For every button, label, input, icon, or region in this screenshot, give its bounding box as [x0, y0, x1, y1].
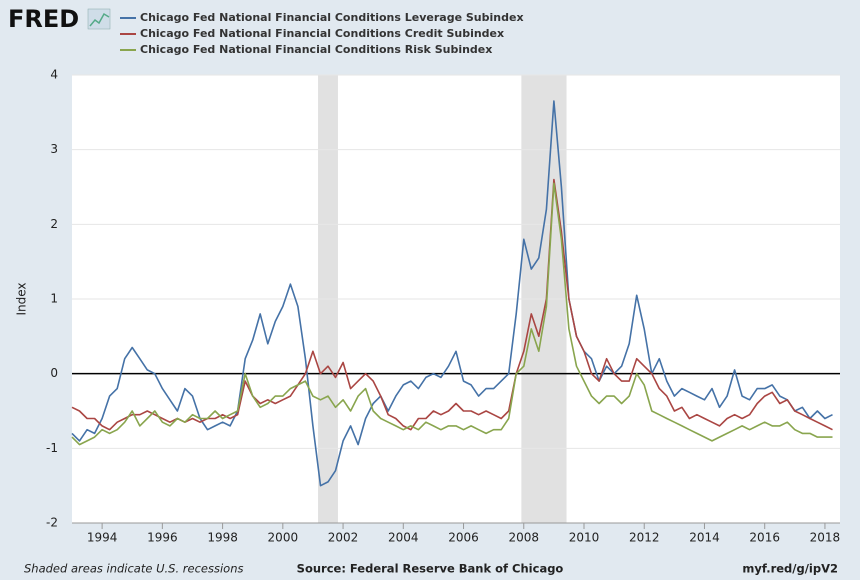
- series-line: [71, 182, 833, 446]
- url: myf.red/g/ipV2: [742, 562, 838, 576]
- y-tick-label: 4: [50, 68, 58, 82]
- x-tick-label: 2000: [268, 531, 299, 545]
- y-tick-label: 1: [50, 292, 58, 306]
- y-tick-label: 2: [50, 217, 58, 231]
- x-tick-label: 2014: [689, 531, 720, 545]
- logo-icon-line: [89, 12, 110, 27]
- source: Source: Federal Reserve Bank of Chicago: [297, 562, 564, 576]
- series-line: [71, 100, 833, 487]
- legend-label: Chicago Fed National Financial Condition…: [140, 11, 524, 24]
- logo: FRED: [8, 5, 79, 33]
- series-line: [71, 178, 833, 431]
- x-tick-label: 2010: [569, 531, 600, 545]
- x-tick-label: 2008: [508, 531, 539, 545]
- x-tick-label: 1998: [207, 531, 238, 545]
- x-tick-label: 2004: [388, 531, 419, 545]
- footer-note: Shaded areas indicate U.S. recessions: [24, 562, 243, 576]
- x-tick-label: 2012: [629, 531, 660, 545]
- x-tick-label: 1994: [87, 531, 118, 545]
- legend-label: Chicago Fed National Financial Condition…: [140, 43, 492, 56]
- x-tick-label: 1996: [147, 531, 178, 545]
- x-tick-label: 2016: [749, 531, 780, 545]
- x-tick-label: 2018: [810, 531, 841, 545]
- y-axis-label: Index: [15, 282, 29, 315]
- y-tick-label: 3: [50, 142, 58, 156]
- logo-icon: [87, 8, 111, 30]
- y-tick-label: -2: [46, 516, 58, 530]
- x-tick-label: 2006: [448, 531, 479, 545]
- y-tick-label: 0: [50, 366, 58, 380]
- x-tick-label: 2002: [328, 531, 359, 545]
- y-tick-label: -1: [46, 441, 58, 455]
- legend-label: Chicago Fed National Financial Condition…: [140, 27, 504, 40]
